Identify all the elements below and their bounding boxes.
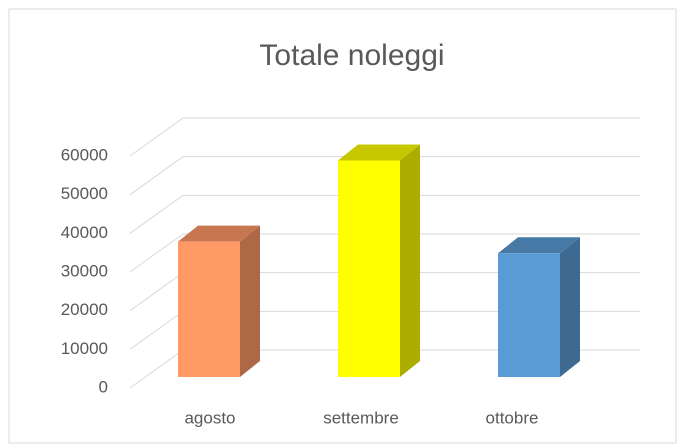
bar-side (560, 237, 580, 377)
bar (498, 253, 560, 377)
y-tick-label: 10000 (61, 339, 108, 358)
bar (338, 160, 400, 377)
grid-line (129, 194, 640, 234)
chart-title: Totale noleggi (259, 39, 444, 72)
bar-side (400, 144, 420, 377)
y-tick-label: 20000 (61, 300, 108, 319)
bar (178, 241, 240, 377)
y-tick-label: 40000 (61, 223, 108, 242)
x-tick-label: settembre (323, 408, 399, 427)
bar-side (240, 225, 260, 377)
x-tick-label: ottobre (486, 408, 539, 427)
grid-line (129, 156, 640, 196)
bar-top (178, 225, 260, 242)
y-tick-label: 60000 (61, 145, 108, 164)
y-tick-label: 0 (99, 377, 108, 396)
y-tick-label: 50000 (61, 184, 108, 203)
bar-top (498, 237, 580, 254)
grid-line (129, 233, 640, 273)
bar-top (338, 144, 420, 161)
x-tick-label: agosto (184, 408, 235, 427)
grid-line (129, 117, 640, 157)
y-tick-label: 30000 (61, 261, 108, 280)
